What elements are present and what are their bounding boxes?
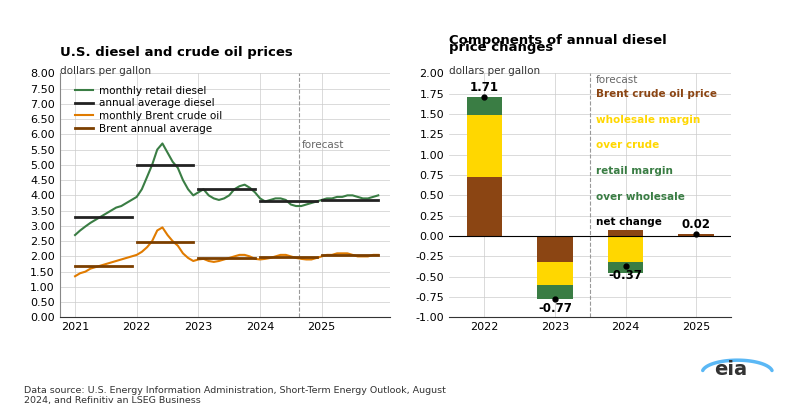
Text: over crude: over crude: [596, 140, 659, 151]
Text: 1.71: 1.71: [470, 81, 499, 94]
Text: forecast: forecast: [301, 140, 344, 150]
Bar: [608, 230, 643, 236]
Text: retail margin: retail margin: [596, 166, 673, 176]
Bar: [467, 97, 502, 115]
Bar: [537, 285, 572, 299]
Text: 0.02: 0.02: [681, 218, 711, 231]
Text: eia: eia: [714, 360, 747, 379]
Bar: [537, 236, 572, 262]
Text: Components of annual diesel: Components of annual diesel: [449, 34, 667, 47]
Text: forecast: forecast: [596, 75, 638, 85]
Text: over wholesale: over wholesale: [596, 192, 684, 202]
Legend: monthly retail diesel, annual average diesel, monthly Brent crude oil, Brent ann: monthly retail diesel, annual average di…: [75, 86, 222, 133]
Text: dollars per gallon: dollars per gallon: [449, 66, 541, 77]
Text: Data source: U.S. Energy Information Administration, Short-Term Energy Outlook, : Data source: U.S. Energy Information Adm…: [24, 385, 446, 405]
Text: Brent crude oil price: Brent crude oil price: [596, 89, 717, 99]
Text: wholesale margin: wholesale margin: [596, 115, 700, 125]
Bar: [678, 236, 714, 237]
Text: -0.77: -0.77: [538, 302, 572, 315]
Bar: [608, 236, 643, 262]
Bar: [537, 262, 572, 285]
Text: dollars per gallon: dollars per gallon: [60, 66, 151, 77]
Text: U.S. diesel and crude oil prices: U.S. diesel and crude oil prices: [60, 46, 293, 59]
Text: net change: net change: [596, 217, 661, 228]
Text: -0.37: -0.37: [609, 269, 642, 282]
Bar: [608, 262, 643, 273]
Text: price changes: price changes: [449, 41, 553, 54]
Bar: [678, 234, 714, 236]
Bar: [467, 115, 502, 177]
Bar: [467, 177, 502, 236]
